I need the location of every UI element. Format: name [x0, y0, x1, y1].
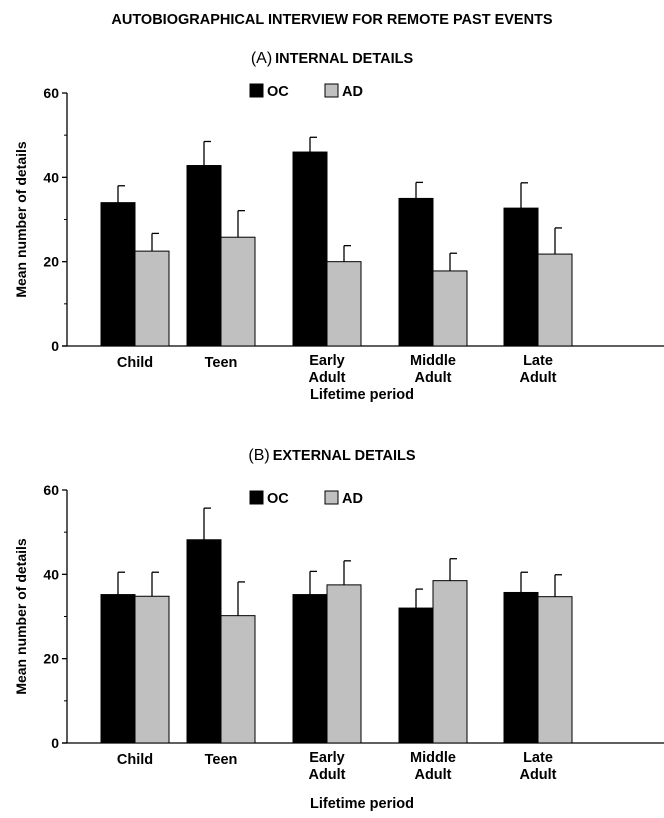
internal-bar-oc — [292, 151, 328, 347]
external-x-tick-label-line: Child — [117, 752, 153, 768]
internal-bar-ad — [432, 270, 468, 347]
external-legend-label-ad: AD — [342, 491, 363, 507]
internal-y-tick-label: 60 — [43, 85, 59, 101]
internal-x-tick-label-line: Adult — [414, 370, 451, 386]
external-x-tick-label: Early Adult — [308, 750, 345, 783]
internal-panel-title: (A) INTERNAL DETAILS — [251, 50, 414, 67]
chart-external-details: (B) EXTERNAL DETAILS OC AD 0 20 40 60 Mean numbe… — [13, 447, 664, 812]
internal-bar-ad — [220, 236, 256, 347]
internal-x-tick-label: Early Adult — [308, 353, 345, 386]
external-y-tick-label: 40 — [43, 566, 59, 582]
internal-bar-ad — [537, 253, 573, 347]
external-y-tick-label: 0 — [51, 735, 59, 751]
external-x-tick-label-line: Adult — [519, 767, 556, 783]
external-y-axis-label: Mean number of details — [13, 538, 29, 695]
external-bar-ad — [134, 595, 170, 744]
internal-y-tick-label: 40 — [43, 169, 59, 185]
external-x-tick-label: Late Adult — [519, 750, 556, 783]
external-legend-swatch-ad — [324, 490, 339, 505]
external-panel-title-text: EXTERNAL DETAILS — [273, 448, 416, 464]
external-bar-oc — [398, 607, 434, 744]
external-x-tick-label: Teen — [205, 752, 238, 768]
external-bar-oc — [186, 539, 222, 744]
internal-x-tick-label: Late Adult — [519, 353, 556, 386]
external-x-tick-label-line: Adult — [414, 767, 451, 783]
external-bar-oc — [503, 591, 539, 744]
internal-x-tick-label-line: Child — [117, 355, 153, 371]
internal-x-tick-label-line: Middle — [410, 353, 456, 369]
internal-panel-title-text: INTERNAL DETAILS — [275, 51, 413, 67]
external-y-tick-label: 20 — [43, 651, 59, 667]
internal-bar-ad — [326, 261, 362, 347]
external-panel-label: (B) — [248, 447, 269, 464]
figure-title: AUTOBIOGRAPHICAL INTERVIEW FOR REMOTE PA… — [111, 12, 553, 28]
external-bar-oc — [292, 594, 328, 744]
internal-y-tick-label: 0 — [51, 338, 59, 354]
internal-legend-label-oc: OC — [267, 84, 289, 100]
internal-bar-oc — [186, 165, 222, 347]
internal-legend-label-ad: AD — [342, 84, 363, 100]
internal-panel-label: (A) — [251, 50, 272, 67]
internal-x-tick-label: Child — [117, 355, 153, 371]
external-x-tick-label-line: Late — [523, 750, 553, 766]
internal-x-tick-label-line: Adult — [519, 370, 556, 386]
external-legend-swatch-oc — [249, 490, 264, 505]
internal-x-tick-label-line: Adult — [308, 370, 345, 386]
internal-y-tick-label: 20 — [43, 254, 59, 270]
internal-bar-oc — [100, 202, 136, 347]
internal-legend-swatch-ad — [324, 83, 339, 98]
external-bar-ad — [537, 596, 573, 744]
external-x-tick-label: Child — [117, 752, 153, 768]
external-bar-ad — [432, 580, 468, 744]
external-x-tick-label-line: Teen — [205, 752, 238, 768]
internal-bar-ad — [134, 250, 170, 347]
internal-bar-oc — [398, 197, 434, 347]
chart-internal-details: (A) INTERNAL DETAILS OC AD 0 20 40 60 Mean numbe… — [13, 50, 664, 403]
external-x-tick-label-line: Middle — [410, 750, 456, 766]
external-bar-ad — [220, 615, 256, 744]
external-x-axis-label: Lifetime period — [310, 796, 414, 812]
internal-x-tick-label-line: Teen — [205, 355, 238, 371]
external-bar-oc — [100, 594, 136, 744]
external-x-tick-label: Middle Adult — [410, 750, 456, 783]
internal-x-tick-label: Teen — [205, 355, 238, 371]
internal-x-tick-label: Middle Adult — [410, 353, 456, 386]
external-panel-title: (B) EXTERNAL DETAILS — [248, 447, 416, 464]
external-legend-label-oc: OC — [267, 491, 289, 507]
external-x-tick-label-line: Early — [309, 750, 344, 766]
internal-x-tick-label-line: Late — [523, 353, 553, 369]
internal-legend-swatch-oc — [249, 83, 264, 98]
external-y-tick-label: 60 — [43, 482, 59, 498]
external-bar-ad — [326, 584, 362, 744]
internal-bar-oc — [503, 207, 539, 347]
external-x-tick-label-line: Adult — [308, 767, 345, 783]
internal-y-axis-label: Mean number of details — [13, 141, 29, 298]
internal-x-tick-label-line: Early — [309, 353, 344, 369]
internal-x-axis-label: Lifetime period — [310, 387, 414, 403]
